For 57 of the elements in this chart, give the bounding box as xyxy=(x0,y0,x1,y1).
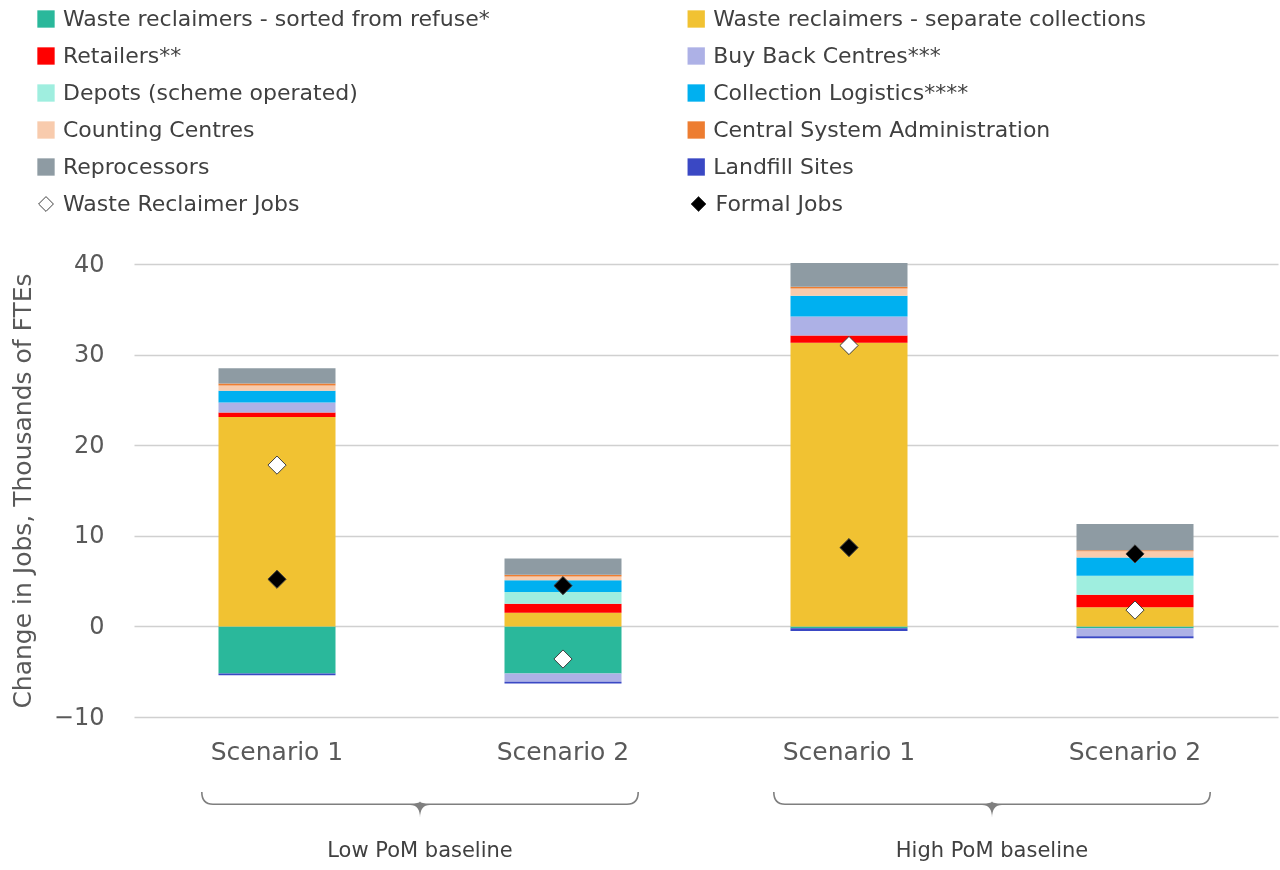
bar xyxy=(1076,594,1194,608)
legend-label: Reprocessors xyxy=(63,154,210,179)
bar xyxy=(790,263,908,287)
x-tick-label: Scenario 2 xyxy=(1068,736,1202,766)
text: Low PoM baseline xyxy=(327,838,513,862)
bar xyxy=(504,612,622,627)
point xyxy=(839,335,859,356)
point xyxy=(553,576,573,596)
legend-label: Depots (scheme operated) xyxy=(63,80,358,105)
y-tick-label: 0 xyxy=(89,611,105,640)
bar xyxy=(1076,557,1194,576)
legend-label: Formal Jobs xyxy=(715,191,843,216)
y-tick-label: −10 xyxy=(53,702,105,731)
bar xyxy=(504,558,622,575)
y-tick-label: 10 xyxy=(73,521,105,550)
x-tick-label: Scenario 2 xyxy=(496,736,630,766)
point xyxy=(1125,544,1145,564)
bar xyxy=(1076,628,1194,637)
legend-label: Retailers** xyxy=(63,43,182,68)
point xyxy=(839,538,859,558)
point xyxy=(267,455,287,475)
x-tick-label: Scenario 1 xyxy=(210,736,344,766)
bar xyxy=(504,626,622,674)
bar xyxy=(790,316,908,336)
bar xyxy=(1076,575,1194,595)
bar xyxy=(218,402,336,413)
y-tick-label: 40 xyxy=(73,249,105,278)
legend-label: Waste reclaimers - sorted from refuse* xyxy=(63,6,490,31)
text: High PoM baseline xyxy=(895,838,1089,862)
y-axis-title: Change in Jobs, Thousands of FTEs xyxy=(7,273,37,709)
legend-label: Waste reclaimers - separate collections xyxy=(713,6,1147,31)
point xyxy=(1125,600,1145,620)
bar xyxy=(504,591,622,604)
y-tick-label: 30 xyxy=(73,340,105,369)
bar xyxy=(504,673,622,682)
legend-label: Waste Reclaimer Jobs xyxy=(63,191,300,216)
bar xyxy=(218,626,336,674)
legend-label: Landfill Sites xyxy=(713,154,854,179)
y-tick-label: 20 xyxy=(73,430,105,459)
bar xyxy=(218,368,336,384)
bar xyxy=(790,342,908,627)
legend-label: Counting Centres xyxy=(63,117,255,142)
legend-label: Collection Logistics**** xyxy=(713,80,969,105)
x-tick-label: Scenario 1 xyxy=(782,736,916,766)
bar xyxy=(504,603,622,613)
bar xyxy=(218,385,336,391)
bar xyxy=(790,288,908,296)
bar xyxy=(218,417,336,627)
bar xyxy=(790,335,908,343)
legend-label: Buy Back Centres*** xyxy=(713,43,941,68)
bar xyxy=(1076,524,1194,551)
legend-label: Central System Administration xyxy=(713,117,1051,142)
point xyxy=(267,569,287,589)
bar xyxy=(790,295,908,317)
point xyxy=(553,649,573,669)
bar xyxy=(218,390,336,403)
bar xyxy=(1076,607,1194,627)
